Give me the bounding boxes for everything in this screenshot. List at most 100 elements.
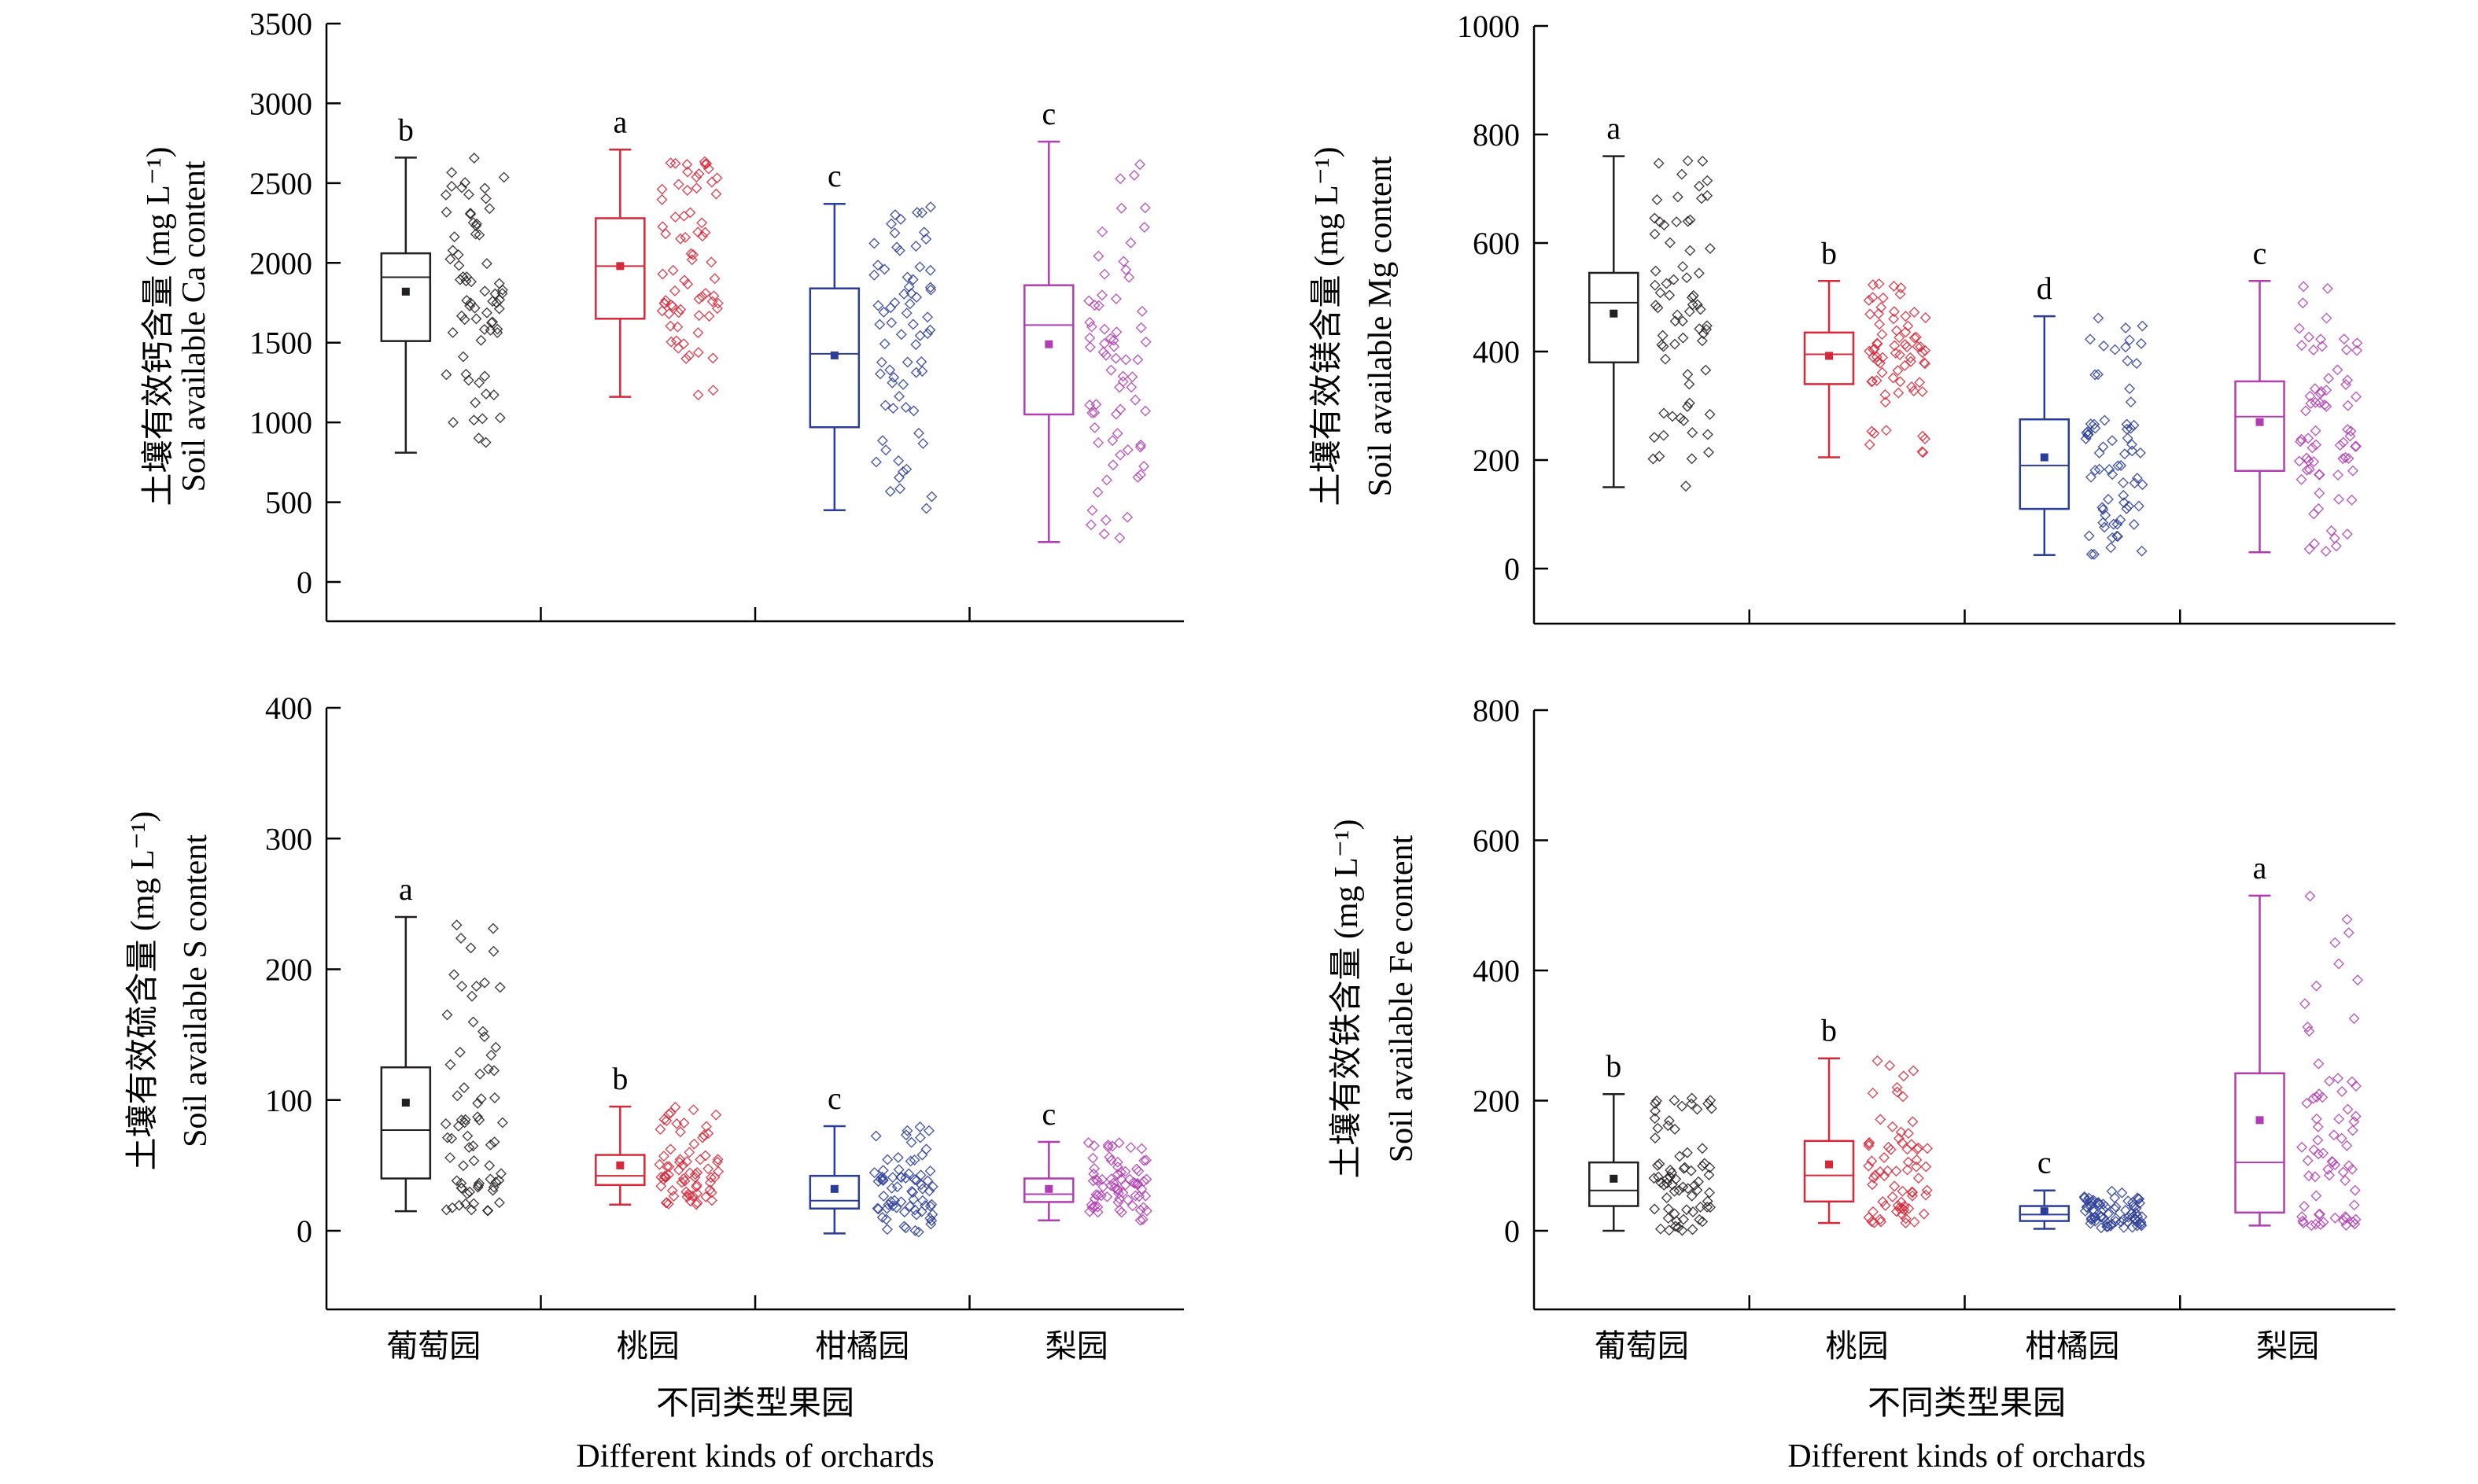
data-point (494, 412, 506, 424)
data-point (2340, 451, 2351, 463)
data-point (925, 1218, 937, 1230)
data-point (2316, 341, 2328, 352)
data-point (1682, 215, 1694, 227)
y-axis-title-cn: 土壤有效镁含量 (mg L⁻¹) (1308, 146, 1345, 506)
data-point (1921, 1184, 1933, 1196)
data-point (492, 327, 503, 339)
panel-fe: 土壤有效铁含量 (mg L⁻¹) Soil available Fe conte… (1328, 693, 2395, 1364)
box (1803, 331, 1855, 385)
data-point (897, 466, 909, 477)
data-point (1867, 279, 1879, 291)
data-point (457, 351, 469, 363)
data-point (2348, 1013, 2360, 1025)
data-point (474, 1114, 485, 1126)
data-point (693, 310, 705, 322)
data-point (463, 1142, 475, 1153)
data-point (1131, 1177, 1143, 1189)
data-point (1117, 370, 1129, 382)
box (2234, 380, 2285, 473)
data-point (657, 268, 669, 280)
data-point (1652, 302, 1664, 314)
data-point (493, 1197, 505, 1209)
data-point (674, 1126, 686, 1138)
data-point (2322, 1163, 2334, 1175)
data-point (1917, 447, 1929, 458)
data-point (667, 264, 679, 276)
box-group-4: c (1023, 96, 1152, 544)
data-point (1871, 337, 1882, 349)
data-point (926, 1199, 938, 1210)
data-point (1105, 364, 1117, 376)
data-point (459, 314, 470, 326)
data-point (479, 285, 491, 297)
data-point (2321, 312, 2332, 324)
data-point (1092, 1206, 1104, 1218)
data-point (1867, 1179, 1879, 1191)
data-point (2303, 543, 2315, 555)
data-point (2089, 1215, 2101, 1227)
data-point (655, 1123, 666, 1135)
data-point (1650, 1132, 1661, 1144)
data-point (691, 1167, 703, 1179)
data-point (2120, 322, 2132, 334)
data-point (661, 1115, 673, 1127)
box-group-3: c (2019, 1145, 2148, 1234)
data-point (2118, 497, 2130, 509)
data-point (1694, 1201, 1706, 1213)
data-point (2347, 1125, 2358, 1136)
data-point (922, 328, 934, 340)
data-point (665, 1143, 677, 1155)
mean-marker (1610, 1174, 1618, 1183)
data-point (894, 390, 905, 402)
data-point (1901, 341, 1913, 353)
mean-marker (1610, 309, 1618, 318)
data-point (910, 241, 922, 252)
data-point (1681, 272, 1693, 284)
data-point (660, 295, 672, 307)
data-point (2107, 518, 2119, 530)
data-point (1895, 282, 1907, 293)
data-point (444, 1152, 456, 1164)
data-point (1920, 1189, 1932, 1201)
data-point (479, 977, 491, 989)
data-point (889, 296, 901, 308)
data-point (914, 1121, 926, 1132)
data-point (1104, 1151, 1115, 1163)
data-point (1682, 155, 1694, 167)
data-point (2103, 493, 2114, 505)
data-point (893, 455, 905, 466)
data-point (663, 1108, 675, 1120)
data-point (1664, 289, 1676, 301)
y-tick-label: 2000 (249, 245, 312, 281)
data-point (1086, 407, 1098, 418)
data-point (1663, 1224, 1675, 1236)
mean-marker (2255, 418, 2264, 426)
data-point (472, 1111, 484, 1123)
data-point (691, 1197, 703, 1209)
data-point (909, 1224, 921, 1236)
data-point (448, 231, 460, 243)
mean-marker (1045, 340, 1053, 348)
data-point (1099, 323, 1111, 335)
data-point (2099, 521, 2111, 533)
data-point (466, 276, 477, 288)
data-point (1701, 323, 1713, 335)
data-point (479, 370, 491, 382)
data-point (696, 217, 708, 229)
data-point (893, 1164, 905, 1176)
data-point (2135, 1218, 2147, 1230)
data-point (455, 1182, 467, 1194)
data-point (2350, 1081, 2362, 1092)
data-point (1697, 1216, 1709, 1228)
x-tick-label: 梨园 (2256, 1328, 2319, 1364)
data-point (1863, 294, 1875, 306)
data-point (1086, 321, 1097, 333)
data-point (2315, 385, 2327, 397)
data-point (487, 1184, 499, 1196)
data-point (474, 1177, 485, 1189)
data-point (702, 1163, 714, 1175)
data-point (1090, 399, 1102, 411)
box (2019, 418, 2071, 510)
data-point (2106, 1185, 2118, 1197)
data-point (706, 256, 717, 268)
